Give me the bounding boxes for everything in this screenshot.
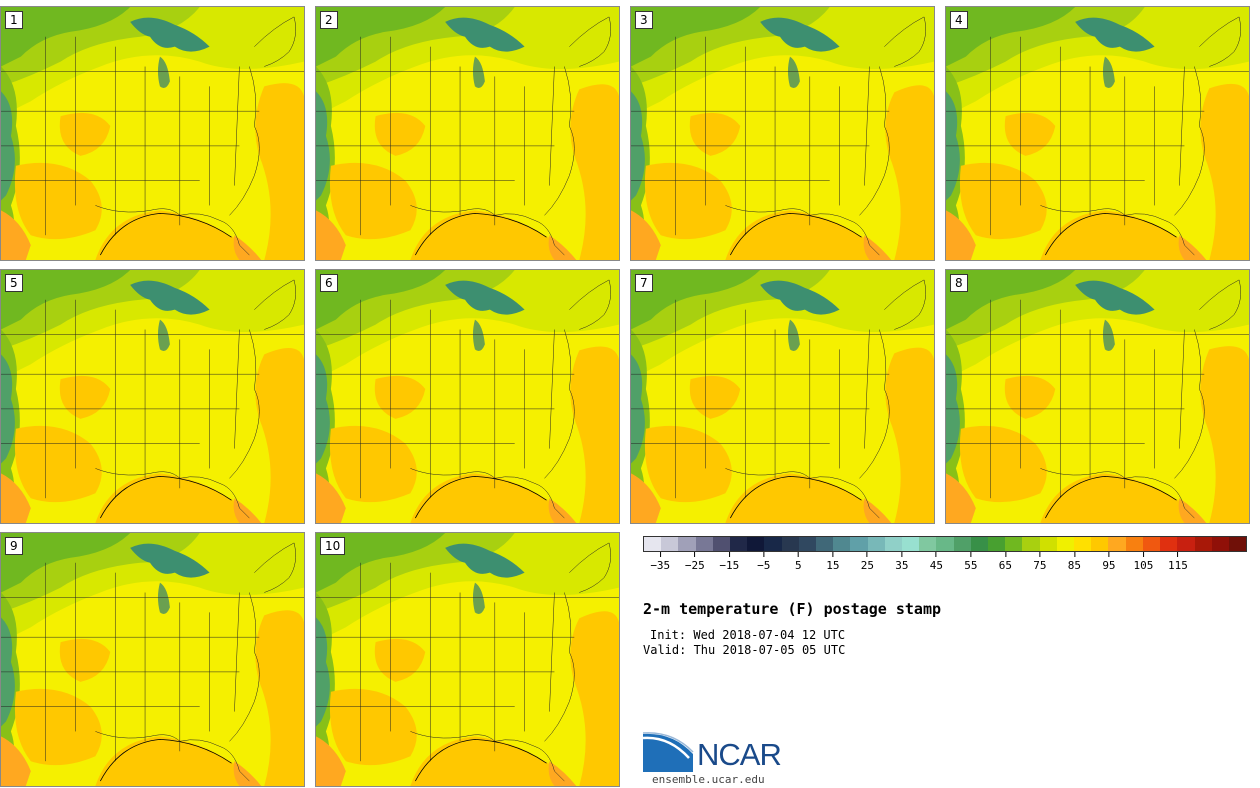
colorbar-swatch <box>764 537 782 551</box>
colorbar-swatch <box>747 537 765 551</box>
map-field <box>316 533 619 786</box>
colorbar-swatch <box>953 537 971 551</box>
colorbar-swatch <box>661 537 679 551</box>
colorbar-tick-label: 95 <box>1102 552 1115 572</box>
member-label: 5 <box>5 274 23 292</box>
member-map-7: 7 <box>630 269 935 524</box>
colorbar-swatch <box>919 537 937 551</box>
map-field <box>316 270 619 523</box>
colorbar-swatch <box>1228 537 1247 551</box>
colorbar-swatch <box>850 537 868 551</box>
colorbar-swatch <box>798 537 817 551</box>
logo-url-link[interactable]: ensemble.ucar.edu <box>652 773 765 786</box>
member-label: 10 <box>320 537 346 555</box>
map-field <box>946 270 1249 523</box>
member-map-8: 8 <box>945 269 1250 524</box>
colorbar-tick-label: 115 <box>1168 552 1188 572</box>
colorbar-swatch <box>970 537 989 551</box>
colorbar-swatch <box>1022 537 1040 551</box>
map-field <box>1 7 304 260</box>
colorbar-swatch <box>1091 537 1109 551</box>
colorbar-tick-label: 75 <box>1033 552 1046 572</box>
map-field <box>631 7 934 260</box>
colorbar-swatch <box>1074 537 1092 551</box>
colorbar-swatch <box>678 537 696 551</box>
ncar-logo-icon <box>643 732 694 772</box>
colorbar-tick-label: 55 <box>964 552 977 572</box>
colorbar-swatch <box>1108 537 1126 551</box>
colorbar-swatch <box>1005 537 1023 551</box>
colorbar-swatch <box>902 537 920 551</box>
colorbar-tick-label: 5 <box>795 552 802 572</box>
member-map-2: 2 <box>315 6 620 261</box>
member-label: 2 <box>320 11 338 29</box>
colorbar-swatch <box>936 537 954 551</box>
temperature-colorbar <box>643 536 1247 552</box>
colorbar-tick-label: 85 <box>1068 552 1081 572</box>
colorbar-swatch <box>730 537 748 551</box>
member-label: 9 <box>5 537 23 555</box>
colorbar-swatch <box>1194 537 1212 551</box>
colorbar-tick-label: 45 <box>930 552 943 572</box>
member-map-1: 1 <box>0 6 305 261</box>
colorbar-swatch <box>867 537 885 551</box>
colorbar-tick-label: −25 <box>685 552 705 572</box>
colorbar-tick-label: 65 <box>999 552 1012 572</box>
member-map-6: 6 <box>315 269 620 524</box>
member-map-9: 9 <box>0 532 305 787</box>
colorbar-tick-label: 25 <box>861 552 874 572</box>
colorbar-tick-label: 15 <box>826 552 839 572</box>
member-map-10: 10 <box>315 532 620 787</box>
member-label: 8 <box>950 274 968 292</box>
member-label: 3 <box>635 11 653 29</box>
colorbar-swatch <box>781 537 799 551</box>
member-label: 6 <box>320 274 338 292</box>
colorbar-swatch <box>988 537 1006 551</box>
figure-title: 2-m temperature (F) postage stamp <box>643 600 942 618</box>
map-field <box>1 270 304 523</box>
colorbar-swatch <box>1177 537 1195 551</box>
colorbar-swatch <box>712 537 731 551</box>
map-field <box>1 533 304 786</box>
init-time: Init: Wed 2018-07-04 12 UTC <box>650 628 846 642</box>
colorbar-tick-label: 105 <box>1134 552 1154 572</box>
colorbar-swatch <box>644 537 662 551</box>
logo-wordmark: NCAR <box>697 737 782 772</box>
member-label: 1 <box>5 11 23 29</box>
colorbar-swatch <box>1125 537 1143 551</box>
colorbar-swatch <box>1211 537 1229 551</box>
colorbar-tick-label: −15 <box>719 552 739 572</box>
colorbar-swatch <box>1039 537 1057 551</box>
colorbar-swatch <box>1142 537 1161 551</box>
colorbar-swatch <box>1160 537 1178 551</box>
colorbar-tick-label: −35 <box>650 552 670 572</box>
colorbar-ticks: −35 −25 −15 −5 5 15 25 35 45 55 65 75 85 95 105 115 <box>643 552 1247 576</box>
colorbar-swatch <box>695 537 713 551</box>
colorbar-tick-label: −5 <box>757 552 770 572</box>
colorbar-swatch <box>884 537 903 551</box>
map-field <box>946 7 1249 260</box>
colorbar-swatch <box>1056 537 1075 551</box>
member-label: 7 <box>635 274 653 292</box>
member-label: 4 <box>950 11 968 29</box>
colorbar-swatch <box>816 537 834 551</box>
colorbar-swatch <box>833 537 851 551</box>
member-map-5: 5 <box>0 269 305 524</box>
colorbar-tick-label: 35 <box>895 552 908 572</box>
map-field <box>316 7 619 260</box>
member-map-3: 3 <box>630 6 935 261</box>
map-field <box>631 270 934 523</box>
member-map-4: 4 <box>945 6 1250 261</box>
valid-time: Valid: Thu 2018-07-05 05 UTC <box>643 643 846 657</box>
